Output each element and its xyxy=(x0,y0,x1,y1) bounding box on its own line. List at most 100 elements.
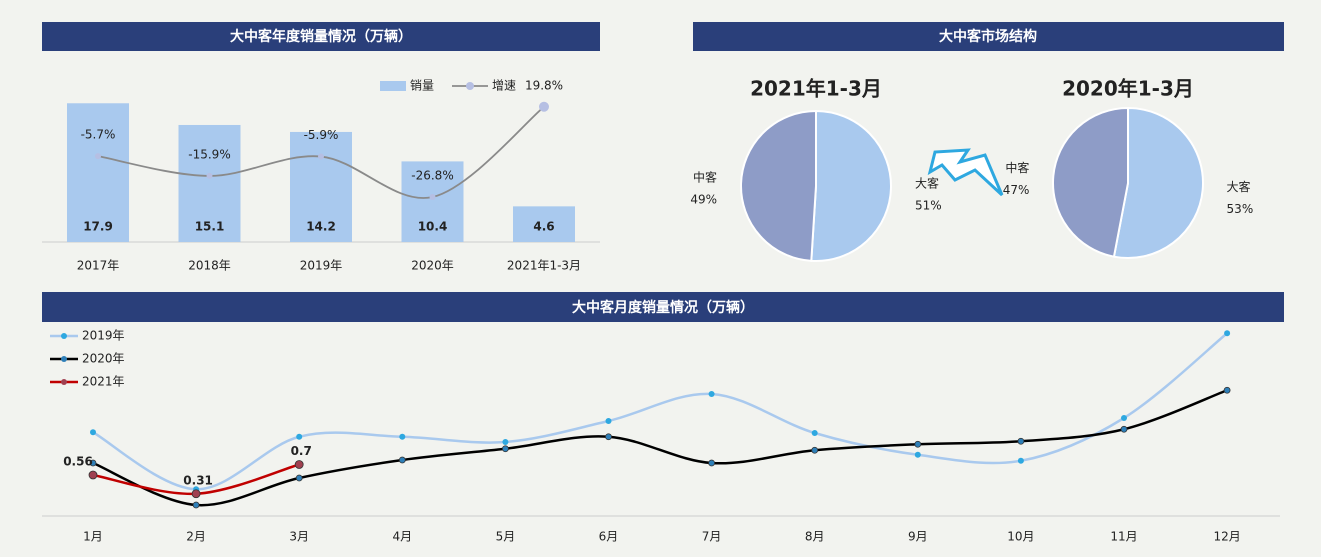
line-marker xyxy=(708,391,715,397)
pie-value-label: 49% xyxy=(690,192,717,206)
line-marker xyxy=(539,101,549,112)
line-marker xyxy=(1017,457,1024,464)
pie-slice xyxy=(1052,106,1129,258)
legend-label: 2019年 xyxy=(82,329,125,343)
bar xyxy=(67,103,129,243)
x-tick-label: 2020年 xyxy=(411,259,454,273)
line-marker xyxy=(95,153,101,160)
header-bar xyxy=(42,292,1284,322)
data-label: 19.8% xyxy=(525,78,563,92)
pie-slice xyxy=(740,109,817,262)
x-tick-label: 12月 xyxy=(1213,530,1240,544)
x-tick-label: 11月 xyxy=(1110,530,1137,544)
line-marker xyxy=(914,451,921,458)
line-marker xyxy=(811,430,818,436)
data-label: 0.56 xyxy=(63,455,93,469)
line-marker xyxy=(89,459,97,467)
line-marker xyxy=(88,470,98,480)
line-marker xyxy=(502,439,509,445)
bar xyxy=(178,124,241,242)
x-tick-label: 6月 xyxy=(599,530,619,544)
line-marker xyxy=(811,446,819,454)
line-marker xyxy=(399,433,406,440)
line-marker xyxy=(294,460,304,469)
x-tick-label: 4月 xyxy=(392,530,412,544)
line-marker xyxy=(398,456,406,464)
data-label: 0.31 xyxy=(183,473,213,487)
pie-value-label: 51% xyxy=(915,199,942,213)
legend-label: 2021年 xyxy=(82,375,125,389)
line-marker xyxy=(90,429,96,436)
line-marker xyxy=(1120,425,1128,433)
line-marker xyxy=(1224,330,1231,337)
line-marker xyxy=(708,459,715,467)
data-label: -15.9% xyxy=(188,147,230,161)
line-marker xyxy=(295,474,303,482)
pie-value-label: 53% xyxy=(1227,202,1254,216)
line-marker xyxy=(192,501,200,509)
x-tick-label: 2月 xyxy=(186,530,206,544)
line-marker xyxy=(1121,415,1127,421)
chart-title: 大中客年度销量情况（万辆） xyxy=(230,28,412,45)
bar-value-label: 14.2 xyxy=(306,220,336,234)
bar-value-label: 17.9 xyxy=(83,220,113,234)
line-marker xyxy=(501,445,509,453)
legend-label: 增速 xyxy=(492,79,516,93)
header-bar xyxy=(42,22,600,51)
line-marker xyxy=(914,440,922,448)
pie-category-label: 大客 xyxy=(915,176,939,191)
pie-category-label: 中客 xyxy=(693,169,717,184)
section-title: 大中客市场结构 xyxy=(939,28,1037,45)
pie-title: 2020年1-3月 xyxy=(1062,77,1194,101)
x-tick-label: 2018年 xyxy=(188,259,231,273)
legend-marker xyxy=(61,333,67,339)
line-marker xyxy=(206,172,213,179)
chart-title: 大中客月度销量情况（万辆） xyxy=(572,299,754,316)
data-label: 0.7 xyxy=(291,444,312,458)
line-marker xyxy=(605,433,612,441)
x-tick-label: 5月 xyxy=(496,530,516,544)
legend-label: 2020年 xyxy=(82,352,125,366)
legend-swatch xyxy=(380,81,406,91)
line-marker xyxy=(605,418,612,424)
data-label: -5.7% xyxy=(81,128,116,142)
x-tick-label: 1月 xyxy=(83,530,103,544)
pie-slice xyxy=(810,109,892,262)
series-line xyxy=(92,332,1228,491)
legend-label: 销量 xyxy=(410,79,434,93)
bar xyxy=(290,131,352,242)
pie-title: 2021年1-3月 xyxy=(750,77,882,101)
bar-value-label: 4.6 xyxy=(533,220,554,234)
arrow-icon xyxy=(927,148,1004,197)
data-label: -26.8% xyxy=(411,169,453,183)
legend-marker xyxy=(466,82,474,90)
x-tick-label: 2021年1-3月 xyxy=(507,259,581,273)
bar-value-label: 15.1 xyxy=(195,220,225,234)
line-marker xyxy=(318,153,324,160)
pie-value-label: 47% xyxy=(1003,183,1030,197)
x-tick-label: 9月 xyxy=(908,530,928,544)
x-tick-label: 8月 xyxy=(805,530,825,544)
line-marker xyxy=(1223,386,1231,394)
data-label: -5.9% xyxy=(304,128,339,142)
bar xyxy=(401,161,464,242)
line-marker xyxy=(296,433,303,440)
x-tick-label: 7月 xyxy=(702,530,722,544)
x-tick-label: 3月 xyxy=(289,530,309,544)
line-marker xyxy=(1017,437,1025,445)
pie-category-label: 中客 xyxy=(1005,160,1029,175)
legend-marker xyxy=(61,356,67,362)
line-marker xyxy=(429,194,436,201)
series-line xyxy=(92,389,1228,507)
pie-slice xyxy=(1112,106,1204,259)
header-bar xyxy=(693,22,1284,51)
bar xyxy=(513,206,575,242)
x-tick-label: 2017年 xyxy=(77,259,120,273)
x-tick-label: 10月 xyxy=(1007,530,1034,544)
pie-category-label: 大客 xyxy=(1227,179,1251,194)
series-line xyxy=(97,106,545,199)
line-marker xyxy=(191,489,201,499)
bar-value-label: 10.4 xyxy=(418,220,448,234)
